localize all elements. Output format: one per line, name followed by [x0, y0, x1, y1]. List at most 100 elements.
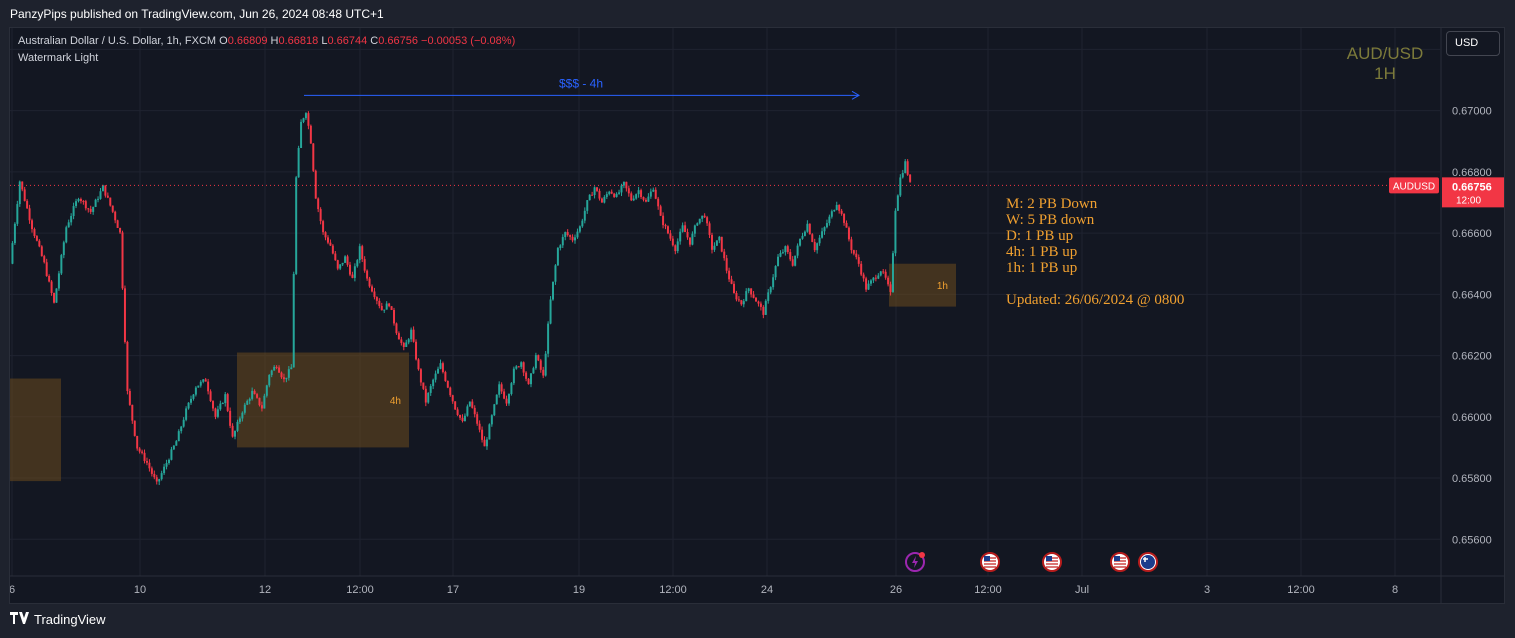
candle-body	[833, 209, 836, 212]
candle-body	[434, 373, 437, 380]
candle-body	[82, 201, 85, 203]
candle-body	[322, 221, 325, 233]
note-line: M: 2 PB Down	[1006, 196, 1098, 212]
candle-body	[879, 271, 882, 276]
candle-body	[889, 284, 892, 292]
candle-body	[801, 235, 804, 239]
candle-body	[329, 242, 332, 246]
candle-body	[253, 390, 256, 395]
y-tick-label: 0.66800	[1452, 167, 1492, 179]
candle-body	[319, 209, 322, 222]
candle-body	[229, 410, 232, 426]
candle-body	[860, 263, 863, 275]
candle-body	[823, 227, 826, 232]
candle-body	[867, 283, 870, 290]
candle-body	[302, 118, 305, 122]
candle-body	[561, 237, 564, 246]
candle-body	[412, 329, 415, 342]
footer-brand[interactable]: TradingView	[34, 612, 106, 627]
candle-body	[896, 195, 899, 211]
candle-body	[334, 253, 337, 261]
watermark-timeframe: 1H	[1374, 64, 1396, 83]
candle-body	[84, 201, 87, 209]
candle-body	[723, 251, 726, 259]
watermark-pair: AUD/USD	[1346, 44, 1424, 63]
currency-button[interactable]: USD	[1446, 31, 1500, 56]
candle-body	[236, 421, 239, 431]
candle-body	[361, 246, 364, 260]
candle-body	[114, 211, 117, 221]
candle-body	[872, 277, 875, 281]
candle-body	[593, 187, 596, 195]
candle-body	[674, 245, 677, 252]
candle-body	[270, 370, 273, 375]
x-tick-label: 12:00	[346, 584, 374, 596]
candle-body	[662, 215, 665, 226]
candle-body	[226, 394, 229, 411]
candle-body	[290, 367, 293, 370]
candle-body	[813, 241, 816, 251]
candle-body	[351, 274, 354, 278]
flash-bolt	[912, 556, 918, 568]
candle-body	[887, 277, 890, 285]
candle-body	[605, 194, 608, 197]
candle-body	[630, 193, 633, 201]
us-flag-icon[interactable]	[1042, 552, 1062, 572]
candle-body	[500, 384, 503, 392]
close-value: 0.66756	[378, 35, 418, 47]
candle-body	[556, 248, 559, 266]
us-flag-icon[interactable]	[1110, 552, 1130, 572]
candle-body	[23, 189, 26, 201]
footer[interactable]: TradingView	[10, 612, 106, 627]
candle-body	[48, 275, 51, 282]
candle-body	[596, 187, 599, 191]
candle-body	[456, 409, 459, 415]
candle-body	[368, 278, 371, 287]
high-value: 0.66818	[278, 35, 319, 47]
candle-body	[784, 246, 787, 253]
candle-body	[708, 223, 711, 235]
candle-body	[31, 220, 34, 230]
candle-body	[657, 198, 660, 207]
candle-body	[18, 181, 21, 205]
indicator-legend[interactable]: Watermark Light	[18, 52, 99, 64]
symbol-name[interactable]: Australian Dollar / U.S. Dollar, 1h, FXC…	[18, 35, 217, 47]
candle-body	[287, 369, 290, 378]
y-tick-label: 0.65600	[1452, 534, 1492, 546]
y-tick-label: 0.66400	[1452, 289, 1492, 301]
candle-body	[578, 226, 581, 232]
candle-body	[554, 265, 557, 282]
y-tick-label: 0.65800	[1452, 473, 1492, 485]
us-flag-icon[interactable]	[980, 552, 1000, 572]
candle-body	[698, 218, 701, 224]
au-flag-icon[interactable]	[1138, 552, 1158, 572]
candle-body	[808, 223, 811, 235]
candle-body	[265, 385, 268, 396]
symbol-legend[interactable]: Australian Dollar / U.S. Dollar, 1h, FXC…	[18, 35, 515, 47]
candle-body	[422, 382, 425, 389]
candle-body	[794, 255, 797, 266]
candle-body	[224, 394, 227, 404]
flash-event-icon[interactable]	[905, 552, 925, 572]
candle-body	[620, 185, 623, 193]
candle-body	[238, 418, 241, 422]
x-tick-label: Jul	[1075, 584, 1089, 596]
candle-body	[564, 232, 567, 238]
candle-body	[38, 240, 41, 247]
zone-label: 4h	[390, 396, 401, 407]
candle-body	[730, 279, 733, 284]
flag-cross	[1143, 557, 1148, 562]
zone-label: 1h	[937, 281, 948, 292]
candle-body	[427, 392, 430, 403]
arrow-head-icon	[851, 90, 861, 100]
candle-body	[145, 460, 148, 463]
candle-body	[209, 391, 212, 402]
candle-body	[163, 466, 166, 474]
analysis-notes: M: 2 PB Down W: 5 PB down D: 1 PB up 4h:…	[1006, 196, 1184, 308]
note-line: 4h: 1 PB up	[1006, 244, 1078, 260]
candle-body	[627, 188, 630, 194]
candle-body	[676, 241, 679, 252]
candle-body	[43, 256, 46, 263]
